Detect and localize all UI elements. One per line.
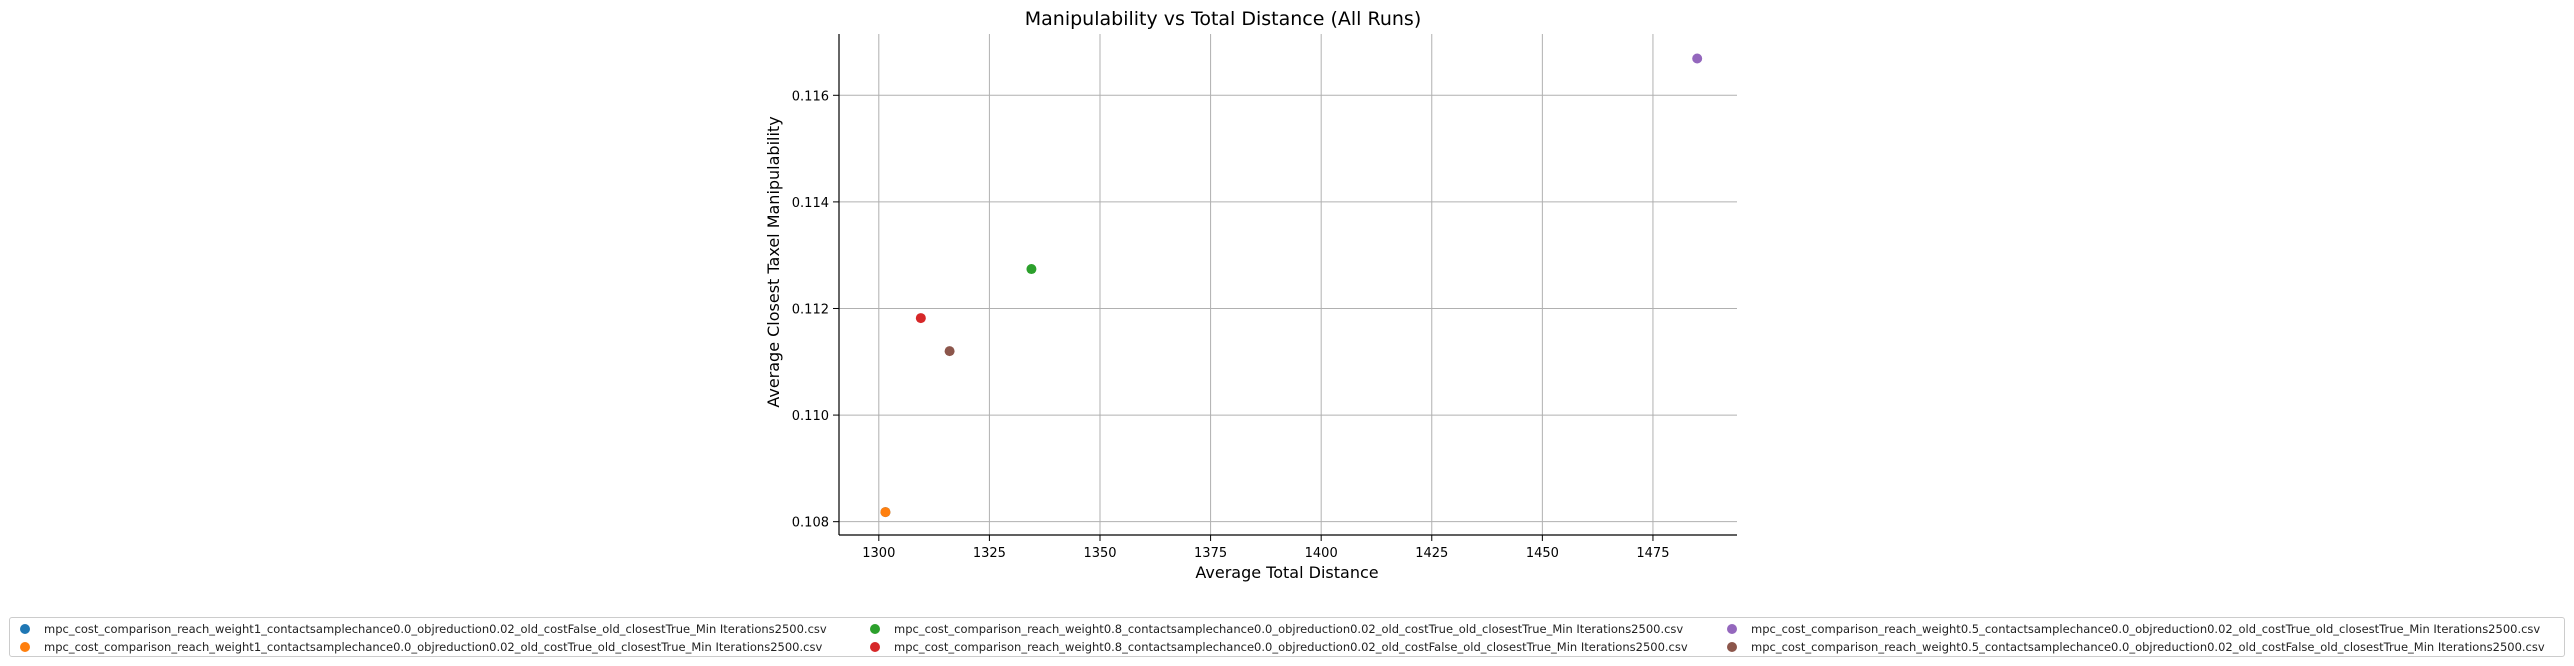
legend-label: mpc_cost_comparison_reach_weight1_contac… — [44, 622, 827, 636]
legend-label: mpc_cost_comparison_reach_weight0.8_cont… — [894, 640, 1688, 654]
x-tick-label: 1350 — [1083, 546, 1116, 561]
legend-item: mpc_cost_comparison_reach_weight0.5_cont… — [1727, 620, 2540, 638]
y-tick-label: 0.116 — [792, 89, 829, 104]
legend-label: mpc_cost_comparison_reach_weight1_contac… — [44, 640, 823, 654]
legend-item: mpc_cost_comparison_reach_weight0.8_cont… — [870, 620, 1683, 638]
legend-label: mpc_cost_comparison_reach_weight0.5_cont… — [1751, 622, 2541, 636]
chart-title: Manipulability vs Total Distance (All Ru… — [1025, 8, 1421, 30]
legend-item: mpc_cost_comparison_reach_weight0.8_cont… — [870, 638, 1688, 656]
legend-item: mpc_cost_comparison_reach_weight1_contac… — [20, 638, 822, 656]
axes-layer — [838, 34, 1737, 536]
y-tick-label: 0.112 — [792, 302, 829, 317]
data-point — [880, 507, 891, 518]
legend-marker — [870, 624, 880, 634]
ticks-layer: 1300 1325 1350 1375 1400 1425 1450 1475 0.108 0.1… — [792, 89, 1670, 561]
x-tick-label: 1400 — [1305, 546, 1338, 561]
y-tick-label: 0.110 — [792, 409, 829, 424]
legend-marker — [1727, 624, 1737, 634]
legend-marker — [20, 624, 30, 634]
x-tick-label: 1375 — [1194, 546, 1227, 561]
legend-item: mpc_cost_comparison_reach_weight0.5_cont… — [1727, 638, 2545, 656]
y-axis-label: Average Closest Taxel Manipulability — [764, 116, 783, 407]
data-point — [944, 346, 955, 357]
legend-marker — [1727, 642, 1737, 652]
x-axis-label: Average Total Distance — [1195, 563, 1378, 582]
legend-label: mpc_cost_comparison_reach_weight0.8_cont… — [894, 622, 1684, 636]
grid-layer — [839, 34, 1737, 535]
legend-item: mpc_cost_comparison_reach_weight1_contac… — [20, 620, 827, 638]
legend-marker — [870, 642, 880, 652]
x-tick-label: 1450 — [1526, 546, 1559, 561]
data-point — [915, 313, 926, 324]
x-tick-label: 1325 — [973, 546, 1006, 561]
legend-marker — [20, 642, 30, 652]
x-tick-label: 1300 — [862, 546, 895, 561]
points-layer — [880, 53, 1703, 518]
y-tick-label: 0.108 — [792, 516, 829, 531]
y-tick-label: 0.114 — [792, 196, 829, 211]
x-tick-label: 1475 — [1636, 546, 1669, 561]
data-point — [1692, 53, 1703, 64]
legend-label: mpc_cost_comparison_reach_weight0.5_cont… — [1751, 640, 2545, 654]
data-point — [1026, 264, 1037, 275]
legend: mpc_cost_comparison_reach_weight1_contac… — [9, 617, 2565, 657]
x-tick-label: 1425 — [1415, 546, 1448, 561]
